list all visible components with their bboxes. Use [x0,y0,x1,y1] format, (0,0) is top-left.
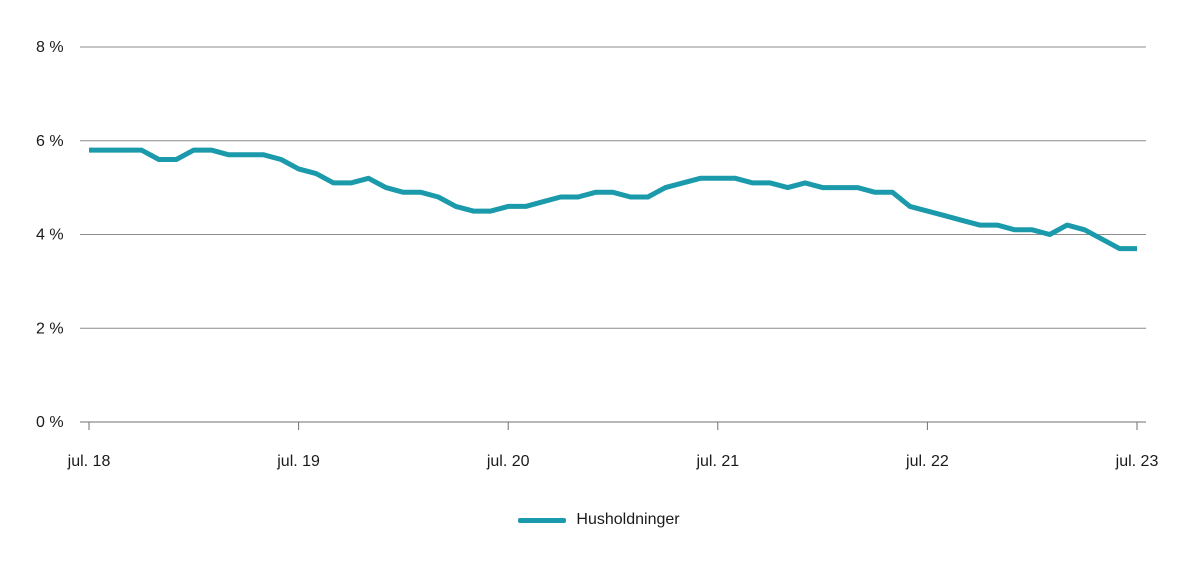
x-tick-label: jul. 18 [67,453,111,470]
series-group [89,147,1137,252]
y-tick-label: 2 % [36,320,64,337]
legend: Husholdninger [0,508,1198,532]
grid-lines [80,46,1146,423]
y-axis: 0 % 2 % 4 % 6 % 8 % [36,39,64,431]
x-tick-label: jul. 20 [486,453,530,470]
series-line-husholdninger [89,147,1137,252]
y-tick-label: 0 % [36,414,64,431]
x-tick-label: jul. 19 [276,453,320,470]
legend-swatch-husholdninger [518,517,567,523]
legend-label-husholdninger: Husholdninger [576,511,680,528]
y-tick-label: 6 % [36,133,64,150]
y-tick-label: 8 % [36,39,64,56]
x-tick-label: jul. 21 [695,453,739,470]
x-tick-label: jul. 22 [905,453,949,470]
x-tick-label: jul. 23 [1115,453,1159,470]
x-axis: jul. 18 jul. 19 jul. 20 jul. 21 jul. 22 jul. … [67,422,1159,470]
y-tick-label: 4 % [36,227,64,244]
